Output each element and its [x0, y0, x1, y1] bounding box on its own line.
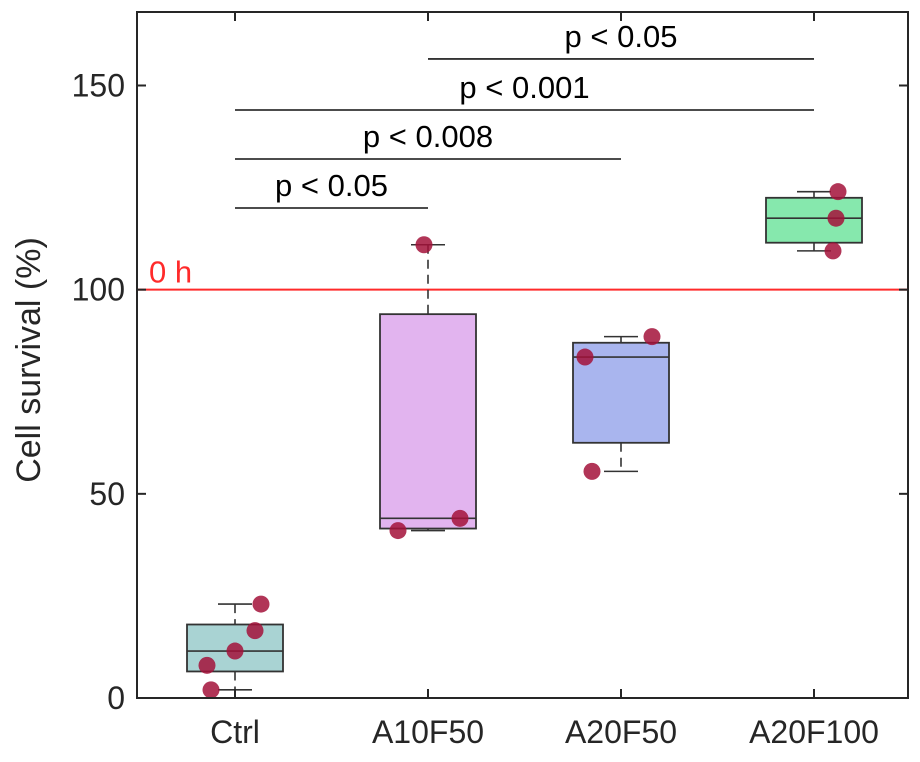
data-point: [202, 681, 220, 699]
y-tick-label: 0: [107, 680, 125, 716]
data-point: [583, 462, 601, 480]
data-point: [226, 642, 244, 660]
y-tick-label: 100: [72, 272, 125, 308]
reference-layer: 0 h: [137, 255, 908, 291]
reference-line-label: 0 h: [149, 255, 192, 290]
box-group: [765, 190, 863, 252]
significance-label: p < 0.05: [275, 168, 388, 203]
data-point: [415, 236, 433, 254]
significance-label: p < 0.008: [363, 119, 493, 154]
significance-layer: p < 0.05 p < 0.008 p < 0.001 p < 0.05: [235, 19, 814, 209]
significance-label: p < 0.05: [565, 19, 678, 54]
boxes-layer: [186, 190, 863, 691]
data-point: [246, 622, 264, 640]
significance-label: p < 0.001: [459, 70, 589, 105]
x-tick-label: A20F50: [565, 714, 677, 750]
x-tick-label: Ctrl: [210, 714, 260, 750]
axes-layer: 0 50 100 150 Ctrl A10F50 A20F50 A20F100: [72, 11, 909, 750]
data-point: [824, 242, 842, 260]
box-iqr: [765, 196, 863, 244]
points-layer: [198, 183, 847, 699]
y-tick-label: 50: [89, 476, 125, 512]
y-axis-title: Cell survival (%): [10, 237, 48, 483]
x-tick-label: A10F50: [372, 714, 484, 750]
data-point: [829, 183, 847, 201]
x-tick-label: A20F100: [749, 714, 879, 750]
data-point: [827, 209, 845, 227]
box-group: [379, 243, 477, 532]
box-iqr: [379, 313, 477, 530]
data-point: [643, 328, 661, 346]
y-tick-label: 150: [72, 68, 125, 104]
data-point: [198, 656, 216, 674]
data-point: [252, 595, 270, 613]
data-point: [576, 348, 594, 366]
data-point: [451, 509, 469, 527]
plot-frame: [136, 11, 909, 699]
data-point: [389, 522, 407, 540]
